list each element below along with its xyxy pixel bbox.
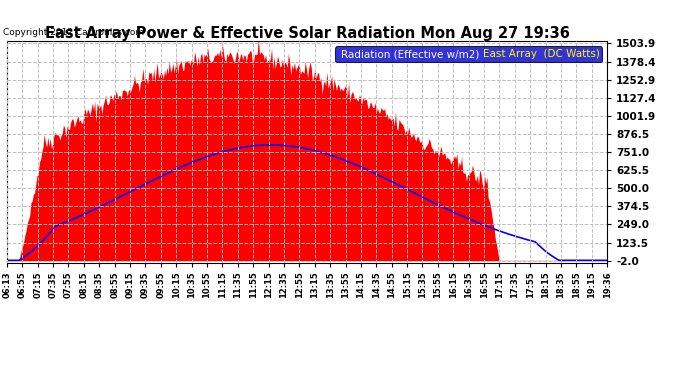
Title: East Array Power & Effective Solar Radiation Mon Aug 27 19:36: East Array Power & Effective Solar Radia… [45,26,569,41]
Text: Copyright 2012 Cartronics.com: Copyright 2012 Cartronics.com [3,28,145,37]
Legend: Radiation (Effective w/m2), East Array  (DC Watts): Radiation (Effective w/m2), East Array (… [335,46,602,62]
